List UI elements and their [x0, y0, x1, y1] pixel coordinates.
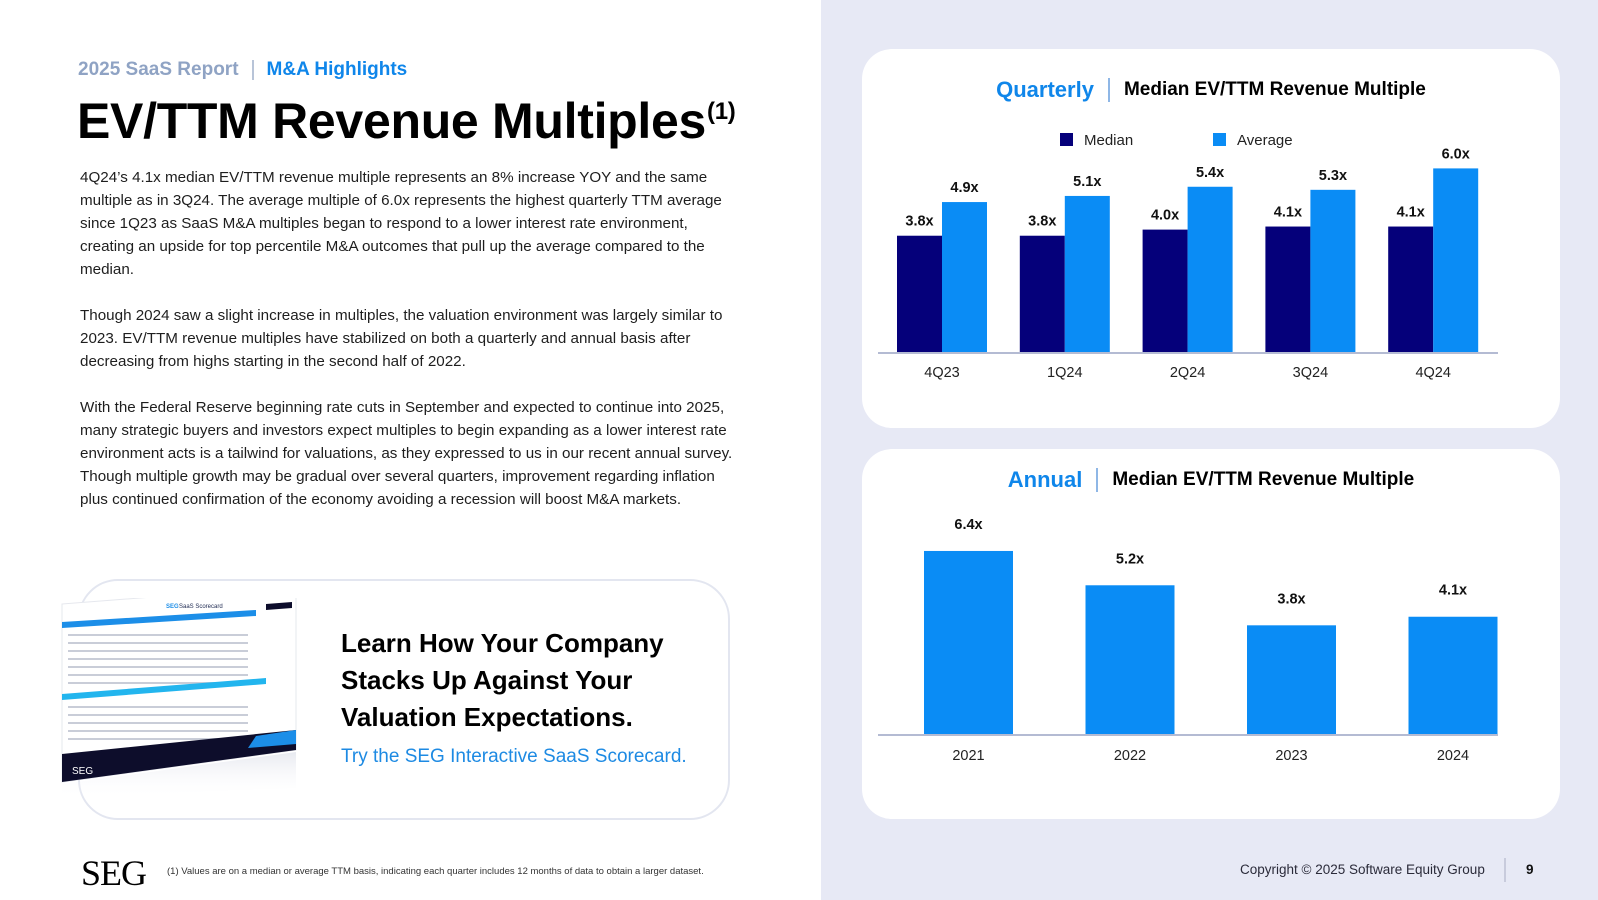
page-divider — [1504, 858, 1506, 882]
data-label: 4.1x — [1274, 205, 1302, 221]
x-tick-label: 4Q24 — [1415, 365, 1450, 381]
bar-median — [1142, 229, 1188, 352]
page-number: 9 — [1526, 862, 1534, 877]
scorecard-header-band — [62, 610, 256, 628]
data-label: 4.1x — [1397, 205, 1425, 221]
bar-average — [1187, 186, 1233, 352]
eyebrow: 2025 SaaS Report M&A Highlights — [78, 59, 407, 81]
data-label: 5.3x — [1319, 168, 1347, 184]
title-divider — [1107, 78, 1110, 102]
data-label: 6.4x — [954, 517, 982, 533]
chart-title: Median EV/TTM Revenue Multiple — [1123, 79, 1426, 100]
cta-heading-line: Valuation Expectations. — [341, 702, 633, 732]
data-label: 3.8x — [1028, 214, 1056, 230]
legend-swatch-average — [1213, 133, 1226, 146]
data-label: 5.4x — [1196, 165, 1224, 181]
bar-average — [942, 202, 987, 352]
bar-median — [1265, 226, 1311, 352]
x-tick-label: 2023 — [1275, 748, 1307, 764]
svg-text:SaaS Scorecard: SaaS Scorecard — [179, 604, 223, 610]
section-name: M&A Highlights — [266, 59, 408, 80]
legend-swatch-median — [1060, 133, 1073, 146]
cta-heading: Learn How Your Company Stacks Up Against… — [341, 625, 664, 736]
annual-bar-chart: 6.4x 2021 5.2x 2022 3.8x 2023 4.1x 2024 — [878, 517, 1498, 764]
bar-average — [1310, 189, 1356, 352]
x-tick-label: 1Q24 — [1047, 365, 1082, 381]
x-tick-label: 2Q24 — [1170, 365, 1205, 381]
legend-label-median: Median — [1084, 132, 1133, 149]
legend-label-average: Average — [1237, 132, 1293, 149]
x-tick-label: 2022 — [1114, 748, 1146, 764]
scorecard-reflection — [62, 752, 296, 798]
page-title: EV/TTM Revenue Multiples(1) — [77, 92, 736, 150]
cta-heading-line: Learn How Your Company — [341, 628, 664, 658]
data-label: 5.1x — [1073, 174, 1101, 190]
bar-annual — [1085, 585, 1175, 734]
data-label: 4.1x — [1439, 583, 1467, 599]
paragraph: With the Federal Reserve beginning rate … — [80, 399, 733, 508]
quarterly-chart-title: Quarterly Median EV/TTM Revenue Multiple — [862, 77, 1560, 103]
x-tick-label: 2024 — [1437, 748, 1469, 764]
scorecard-band-2 — [62, 678, 266, 700]
bar-median — [1388, 226, 1434, 352]
data-label: 4.9x — [950, 180, 978, 196]
chart-title: Median EV/TTM Revenue Multiple — [1112, 469, 1415, 490]
bar-average — [1064, 195, 1110, 352]
body-text: 4Q24’s 4.1x median EV/TTM revenue multip… — [80, 166, 740, 534]
data-label: 4.0x — [1151, 208, 1179, 224]
annual-chart-card: Annual Median EV/TTM Revenue Multiple 6.… — [862, 449, 1560, 819]
x-tick-label: 3Q24 — [1293, 365, 1328, 381]
scorecard-rows — [68, 634, 248, 684]
copyright: Copyright © 2025 Software Equity Group — [1240, 862, 1485, 877]
bar-annual — [1408, 616, 1498, 734]
footnote-ref: (1) — [707, 98, 736, 125]
annual-chart-title: Annual Median EV/TTM Revenue Multiple — [862, 467, 1560, 493]
bar-median — [897, 235, 942, 352]
paragraph: Though 2024 saw a slight increase in mul… — [80, 307, 723, 370]
eyebrow-divider — [251, 60, 254, 80]
svg-text:SEG: SEG — [72, 766, 93, 777]
page-title-text: EV/TTM Revenue Multiples — [77, 93, 707, 149]
bar-annual — [1247, 625, 1336, 734]
data-label: 5.2x — [1116, 551, 1144, 567]
title-divider — [1096, 468, 1099, 492]
bar-median — [1019, 235, 1065, 352]
scorecard-title: SEG — [166, 604, 179, 610]
data-label: 3.8x — [905, 214, 933, 230]
bar-annual — [924, 550, 1013, 734]
cta-heading-line: Stacks Up Against Your — [341, 665, 633, 695]
data-label: 3.8x — [1277, 591, 1305, 607]
scorecard-footer-band — [62, 730, 296, 782]
seg-logo: SEG — [81, 853, 147, 893]
bar-average — [1433, 168, 1479, 352]
footnote: (1) Values are on a median or average TT… — [167, 866, 704, 877]
x-tick-label: 4Q23 — [924, 365, 959, 381]
data-label: 6.0x — [1442, 146, 1470, 162]
scorecard-link[interactable]: Try the SEG Interactive SaaS Scorecard. — [341, 746, 687, 767]
chart-kind: Quarterly — [996, 77, 1094, 102]
chart-kind: Annual — [1007, 467, 1083, 492]
quarterly-chart-card: Quarterly Median EV/TTM Revenue Multiple… — [862, 49, 1560, 428]
report-name: 2025 SaaS Report — [78, 59, 239, 80]
quarterly-bar-chart: Median Average 3.8x 4.9x 4Q23 3.8x 5.1x 1Q24 4.0… — [878, 132, 1498, 381]
x-tick-label: 2021 — [952, 748, 984, 764]
scorecard-preview-image[interactable]: SEG SaaS Scorecard SEG — [16, 598, 304, 798]
paragraph: 4Q24’s 4.1x median EV/TTM revenue multip… — [80, 169, 722, 278]
